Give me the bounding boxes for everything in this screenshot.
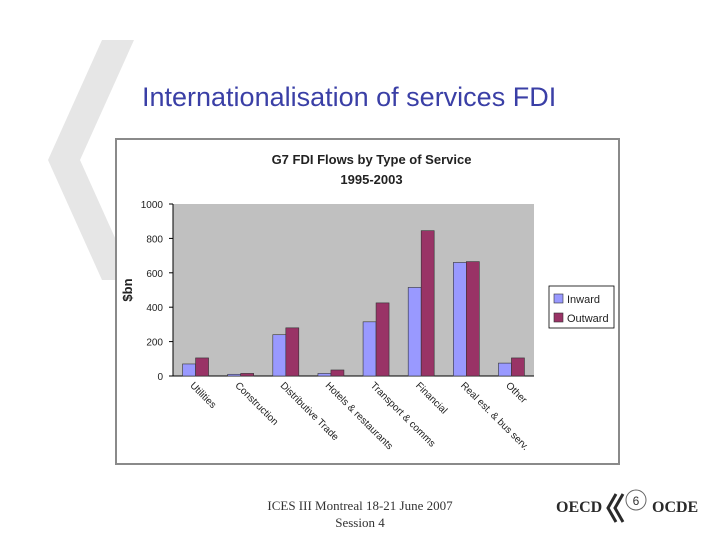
oecd-logo: OECD 6 OCDE [556,489,698,523]
bar-outward-4 [375,302,390,377]
y-tick-label: 400 [146,303,163,314]
bar-outward-3 [330,369,345,377]
bar-outward-6 [466,261,480,377]
fdi-bar-chart: G7 FDI Flows by Type of Service 1995-2003… [120,152,615,453]
bar-inward-1 [227,373,241,377]
chart-frame: G7 FDI Flows by Type of Service 1995-2003… [115,138,620,465]
y-axis-label: $bn [120,278,135,301]
legend-swatch-outward [553,312,564,323]
page-number: 6 [633,494,640,508]
chevron-decoration [48,40,134,280]
bar-outward-2 [285,327,300,377]
bar-inward-7 [498,362,512,377]
x-tick-label: Financial [413,380,449,416]
bar-inward-0 [182,363,196,377]
bar-outward-1 [240,373,254,377]
bar-outward-5 [420,230,435,377]
logo-text-right: OCDE [652,499,698,516]
bar-inward-3 [317,373,332,377]
bar-inward-2 [272,334,287,377]
y-tick-label: 800 [146,234,163,245]
y-tick-label: 600 [146,269,163,280]
legend-label-outward: Outward [567,313,609,325]
bar-outward-0 [195,357,209,377]
x-tick-label: Construction [233,380,280,427]
legend-label-inward: Inward [567,294,600,306]
legend-swatch-inward [553,293,564,304]
y-tick-label: 200 [146,338,163,349]
bar-inward-5 [407,287,422,377]
footer-event: ICES III Montreal 18-21 June 2007 [267,498,453,513]
x-tick-label: Utilities [187,380,218,411]
footer-session: Session 4 [335,515,385,530]
bar-outward-7 [511,357,525,377]
slide-title: Internationalisation of services FDI [142,82,557,112]
y-tick-label: 0 [157,372,163,383]
chart-title: G7 FDI Flows by Type of Service [272,152,472,167]
y-tick-label: 1000 [141,200,164,211]
plot-area [173,204,534,376]
footer: ICES III Montreal 18-21 June 2007 Sessio… [250,497,470,531]
logo-text-left: OECD [556,499,602,516]
x-tick-label: Other [503,380,529,406]
chart-subtitle: 1995-2003 [340,172,402,187]
bar-inward-4 [362,321,377,377]
bar-inward-6 [453,262,467,377]
